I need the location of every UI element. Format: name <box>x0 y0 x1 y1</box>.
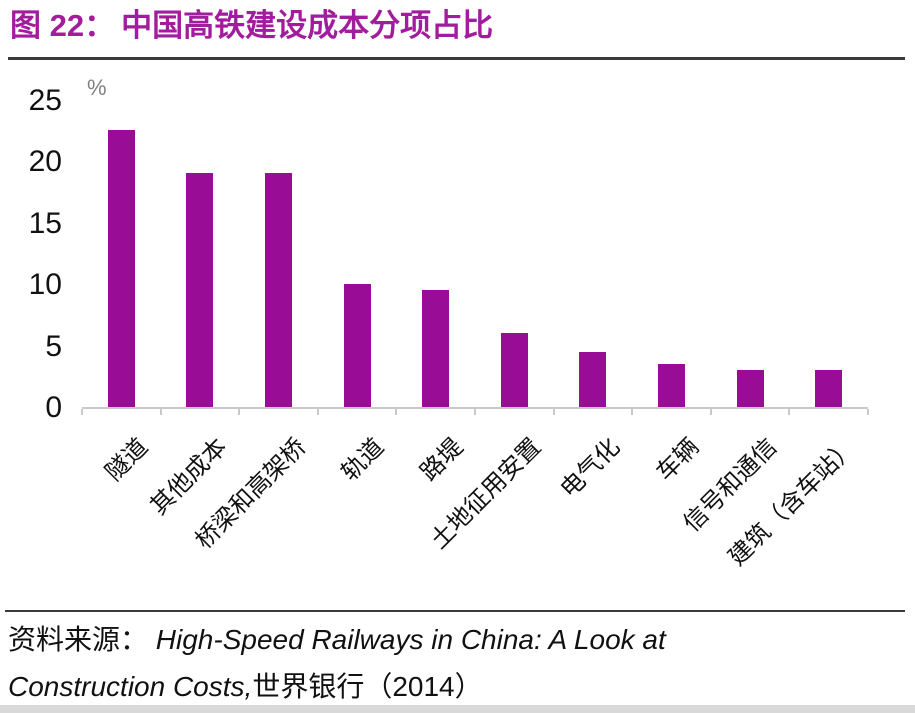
page-bottom-strip <box>0 705 915 713</box>
bar-桥梁和高架桥 <box>265 173 292 407</box>
x-axis-tick <box>631 409 634 415</box>
source-note: 资料来源： High-Speed Railways in China: A Lo… <box>8 616 798 710</box>
x-axis-category-label: 电气化 <box>555 433 626 504</box>
x-axis-tick <box>81 409 83 415</box>
y-axis-unit-label: % <box>87 75 107 100</box>
y-axis-tick-label: 25 <box>28 83 62 117</box>
bar-隧道 <box>107 130 135 407</box>
y-axis-tick-label: 5 <box>45 329 62 363</box>
x-axis-tick <box>709 409 712 415</box>
bar-土地征用安置 <box>500 333 528 407</box>
figure-number-label: 图 22： <box>10 8 116 43</box>
y-axis-tick-label: 10 <box>28 268 62 301</box>
bar-车辆 <box>658 364 685 407</box>
x-axis-category-label: 车辆 <box>650 433 704 487</box>
x-axis-tick <box>552 409 555 415</box>
bar-其他成本 <box>186 173 214 407</box>
y-axis-tick-label: 20 <box>28 145 62 178</box>
bar-电气化 <box>579 352 607 407</box>
x-axis-tick <box>788 409 791 415</box>
x-axis-category-label: 轨道 <box>336 433 390 487</box>
y-axis-tick-label: 15 <box>28 206 62 240</box>
bar-信号和通信 <box>736 370 764 407</box>
x-axis-category-label: 路堤 <box>415 433 469 487</box>
x-axis-line <box>82 407 868 409</box>
bar-轨道 <box>343 284 371 407</box>
x-axis-tick <box>238 409 241 415</box>
figure-title-text: 中国高铁建设成本分项占比 <box>121 8 494 43</box>
x-axis-tick <box>159 409 162 415</box>
source-label: 资料来源： <box>8 624 149 655</box>
source-divider <box>5 610 905 612</box>
figure-title: 图 22： 中国高铁建设成本分项占比 <box>10 5 900 47</box>
bar-路堤 <box>422 290 450 407</box>
bar-建筑（含车站） <box>815 370 843 407</box>
x-axis-tick <box>867 409 869 415</box>
x-axis-tick <box>474 409 476 415</box>
title-divider <box>8 57 905 60</box>
y-axis-tick-label: 0 <box>45 391 62 424</box>
x-axis-tick <box>395 409 398 415</box>
x-axis-tick <box>316 409 319 415</box>
chart-area: % 0 5 10 15 20 25 隧道 其他成本 桥梁和高架桥 轨道 路堤 土地征用安置 电气化 车辆信… <box>0 62 915 610</box>
source-reference-publisher: 世界银行（2014） <box>252 671 483 702</box>
x-axis-category-label: 隧道 <box>100 433 154 487</box>
source-reference-title: High-Speed Railways in China: A Look at … <box>8 624 666 702</box>
